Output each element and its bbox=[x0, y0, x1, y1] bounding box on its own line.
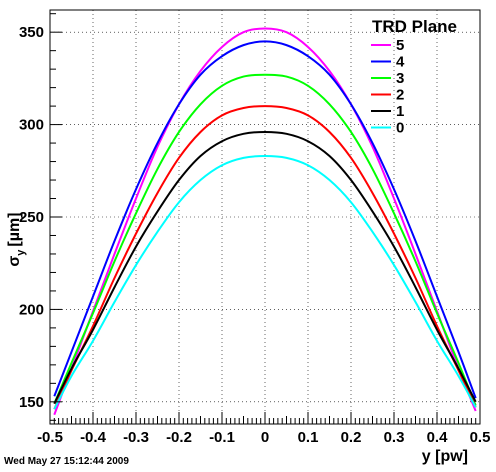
x-tick-label-7: 0.2 bbox=[341, 429, 362, 446]
legend-label-plane-3: 3 bbox=[396, 70, 404, 87]
series-line-plane-2 bbox=[53, 105, 477, 410]
legend-label-plane-0: 0 bbox=[396, 120, 404, 137]
x-tick-label-5: 0 bbox=[261, 429, 269, 446]
series-line-plane-4 bbox=[53, 40, 477, 399]
x-axis-label: y [pw] bbox=[422, 448, 468, 465]
legend-label-plane-1: 1 bbox=[396, 103, 404, 120]
y-axis-label-subscript: y bbox=[15, 249, 27, 256]
y-tick-label-0: 150 bbox=[19, 394, 44, 411]
x-tick-label-6: 0.1 bbox=[298, 429, 319, 446]
x-tick-label-4: -0.1 bbox=[209, 429, 235, 446]
legend-label-plane-4: 4 bbox=[396, 54, 405, 71]
legend-title: TRD Plane bbox=[372, 17, 457, 36]
x-tick-label-2: -0.3 bbox=[123, 429, 149, 446]
y-tick-label-1: 200 bbox=[19, 301, 44, 318]
grid bbox=[49, 10, 481, 424]
y-tick-label-2: 250 bbox=[19, 209, 44, 226]
y-tick-label-4: 350 bbox=[19, 24, 44, 41]
legend-label-plane-2: 2 bbox=[396, 87, 404, 104]
series-curves bbox=[53, 27, 477, 416]
y-axis-label-symbol: σ bbox=[6, 256, 23, 267]
x-tick-label-3: -0.2 bbox=[166, 429, 192, 446]
x-tick-label-1: -0.4 bbox=[80, 429, 107, 446]
y-axis-label-unit: [µm] bbox=[6, 212, 23, 246]
y-axis-label: σy [µm] bbox=[6, 212, 27, 266]
axis-ticks bbox=[49, 13, 481, 424]
x-tick-label-9: 0.4 bbox=[427, 429, 449, 446]
x-tick-label-10: 0.5 bbox=[470, 429, 491, 446]
y-tick-label-3: 300 bbox=[19, 117, 44, 134]
x-tick-label-0: -0.5 bbox=[37, 429, 63, 446]
tick-labels: -0.5 -0.4 -0.3 -0.2 -0.1 0 0.1 0.2 0.3 0.4 0.51502… bbox=[19, 24, 490, 446]
series-line-plane-3 bbox=[53, 73, 477, 406]
timestamp: Wed May 27 15:12:44 2009 bbox=[4, 456, 129, 467]
x-tick-label-8: 0.3 bbox=[384, 429, 405, 446]
series-line-plane-5 bbox=[53, 27, 477, 416]
legend-label-plane-5: 5 bbox=[396, 37, 404, 54]
series-line-plane-0 bbox=[53, 155, 477, 410]
series-line-plane-1 bbox=[53, 130, 477, 405]
